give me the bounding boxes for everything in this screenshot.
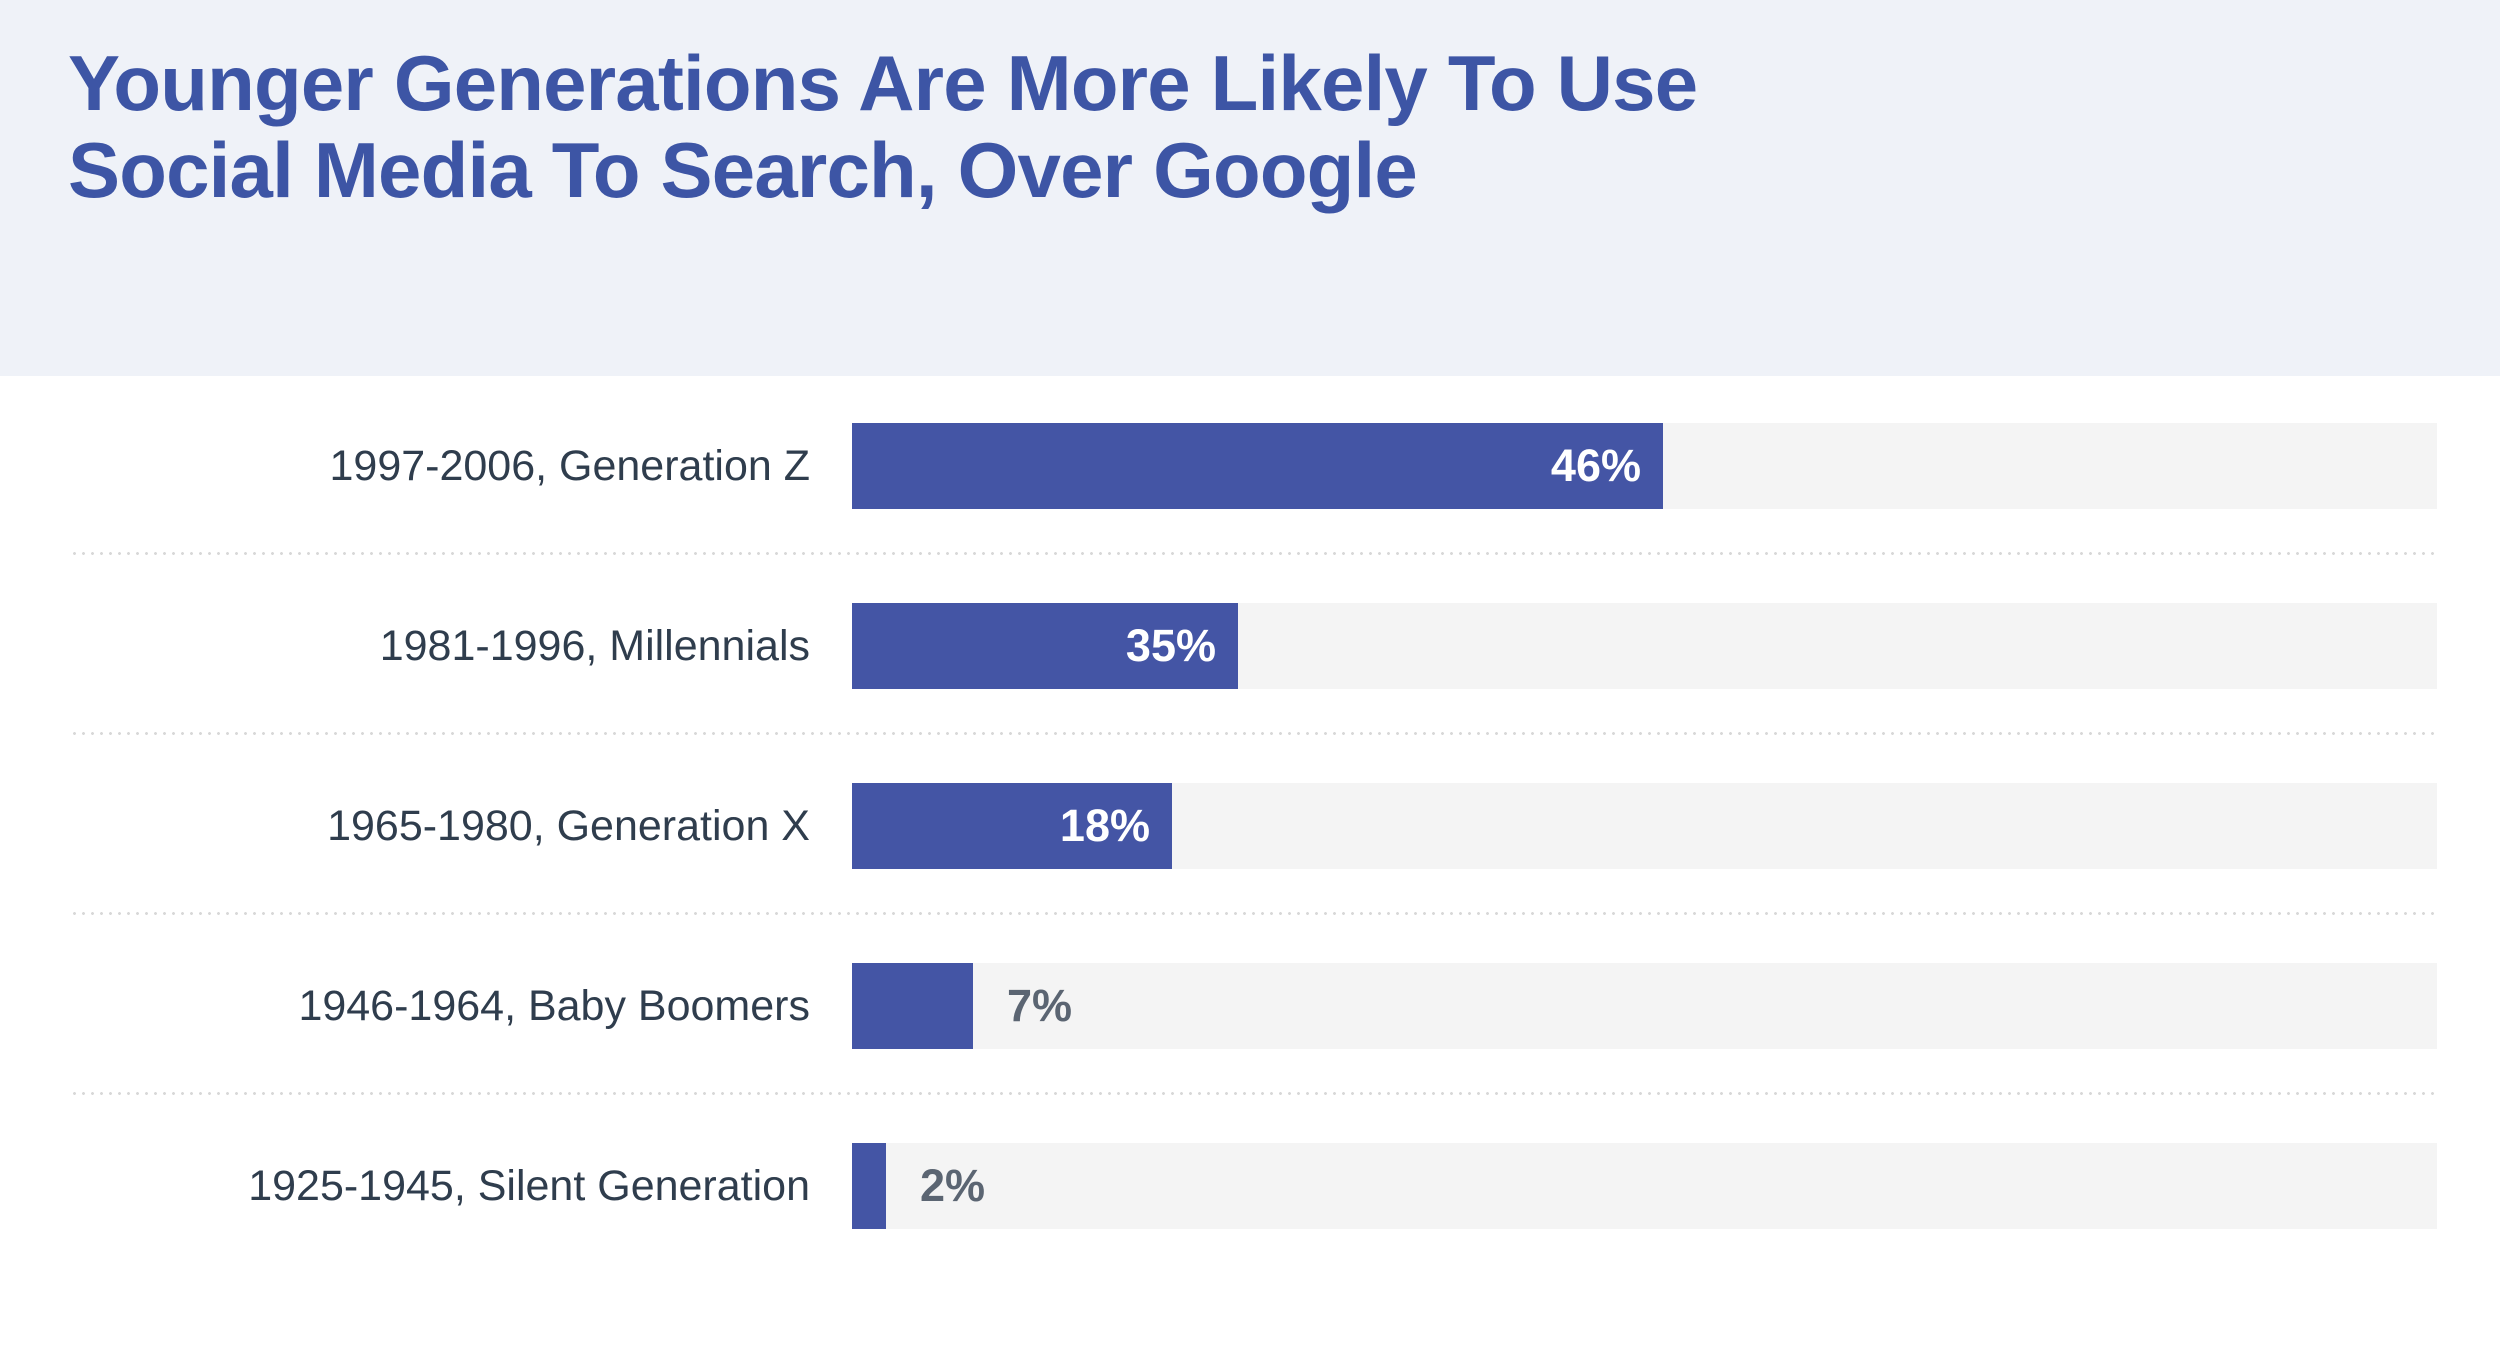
bar-chart: 1997-2006, Generation Z 46% 1981-1996, M… (0, 376, 2500, 1356)
row-divider (70, 912, 2437, 915)
table-row: 1925-1945, Silent Generation 2% (0, 1096, 2500, 1276)
row-divider (70, 732, 2437, 735)
category-label-millennials: 1981-1996, Millennials (379, 621, 810, 670)
bar-track: 18% (852, 783, 2437, 869)
bar-value-baby-boomers: 7% (1007, 980, 1073, 1031)
bar-baby-boomers[interactable] (852, 963, 973, 1049)
bar-millennials[interactable]: 35% (852, 603, 1238, 689)
bar-value-generation-z: 46% (1550, 440, 1641, 491)
bar-track: 2% (852, 1143, 2437, 1229)
category-label-baby-boomers: 1946-1964, Baby Boomers (298, 981, 810, 1030)
category-label-generation-z: 1997-2006, Generation Z (329, 441, 811, 490)
category-label-generation-x: 1965-1980, Generation X (327, 801, 810, 850)
bar-silent-generation[interactable] (852, 1143, 886, 1229)
table-row: 1965-1980, Generation X 18% (0, 736, 2500, 916)
table-row: 1997-2006, Generation Z 46% (0, 376, 2500, 556)
bar-generation-x[interactable]: 18% (852, 783, 1172, 869)
table-row: 1981-1996, Millennials 35% (0, 556, 2500, 736)
bar-generation-z[interactable]: 46% (852, 423, 1663, 509)
bar-value-millennials: 35% (1125, 620, 1216, 671)
chart-header-band: Younger Generations Are More Likely To U… (0, 0, 2500, 376)
bar-track: 35% (852, 603, 2437, 689)
row-divider (70, 1092, 2437, 1095)
bar-value-generation-x: 18% (1059, 800, 1150, 851)
category-label-silent-generation: 1925-1945, Silent Generation (248, 1161, 810, 1210)
page-title: Younger Generations Are More Likely To U… (68, 39, 1698, 215)
bar-track: 7% (852, 963, 2437, 1049)
bar-track: 46% (852, 423, 2437, 509)
bar-value-silent-generation: 2% (920, 1160, 986, 1211)
row-divider (70, 552, 2437, 555)
table-row: 1946-1964, Baby Boomers 7% (0, 916, 2500, 1096)
